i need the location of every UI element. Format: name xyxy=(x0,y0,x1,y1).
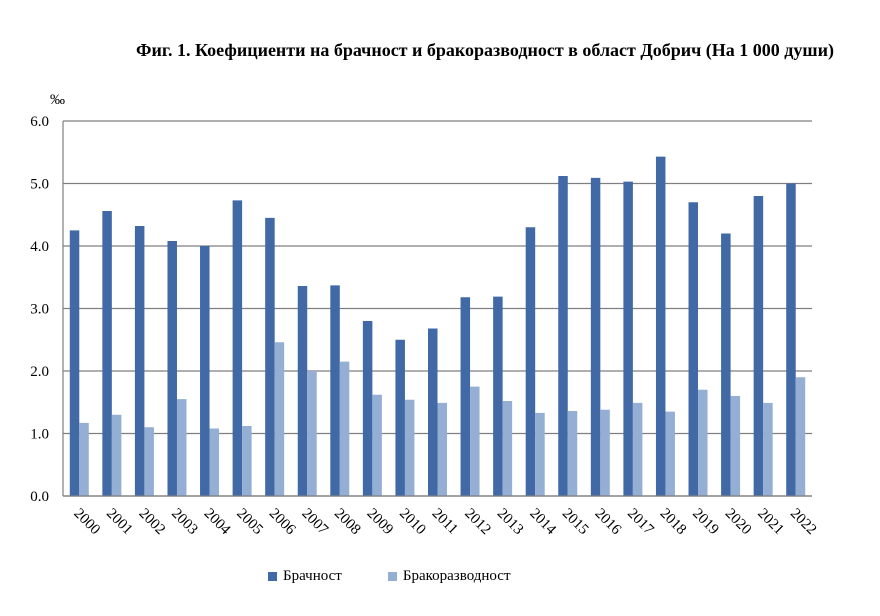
bar-marriage-2018 xyxy=(655,156,666,496)
bars xyxy=(69,156,806,496)
x-tick-label: 2013 xyxy=(494,506,527,539)
bar-marriage-2011 xyxy=(428,328,438,496)
y-tick-label: 4.0 xyxy=(30,239,49,255)
bar-divorce-2012 xyxy=(470,386,480,496)
bar-divorce-2019 xyxy=(698,389,708,496)
bar-marriage-2007 xyxy=(297,286,308,496)
bar-marriage-2019 xyxy=(688,202,699,496)
bar-divorce-2000 xyxy=(79,422,89,496)
bar-marriage-2005 xyxy=(232,200,243,496)
legend-swatch-marriage xyxy=(268,572,277,581)
x-tick-label: 2003 xyxy=(168,506,201,539)
bar-divorce-2004 xyxy=(209,428,220,496)
axes xyxy=(62,121,812,497)
bar-divorce-2001 xyxy=(111,414,122,496)
x-tick-label: 2002 xyxy=(136,506,169,539)
unit-label: ‰ xyxy=(50,92,65,108)
x-tick-label: 2015 xyxy=(559,506,592,539)
bar-marriage-2000 xyxy=(69,230,80,496)
x-tick-label: 2010 xyxy=(396,506,429,539)
legend-item-marriage: Брачност xyxy=(268,568,342,585)
bar-marriage-2020 xyxy=(721,233,731,496)
bar-divorce-2014 xyxy=(535,412,545,496)
legend-label-marriage: Брачност xyxy=(283,568,342,584)
x-tick-label: 2006 xyxy=(266,506,299,539)
x-tick-label: 2005 xyxy=(233,506,266,539)
bar-divorce-2021 xyxy=(763,402,773,496)
bar-marriage-2015 xyxy=(558,176,568,496)
bar-marriage-2012 xyxy=(460,297,471,496)
bar-divorce-2010 xyxy=(404,399,415,496)
y-tick-labels: 0.0 1.0 2.0 3.0 4.0 5.0 6.0 xyxy=(30,114,49,505)
y-tick-label: 0.0 xyxy=(30,489,49,505)
chart-title: Фиг. 1. Коефициенти на брачност и бракор… xyxy=(136,40,834,60)
bar-marriage-2002 xyxy=(134,226,145,496)
bar-divorce-2003 xyxy=(176,399,187,496)
x-tick-labels: 2000 2001 2002 2003 2004 2005 2006 2007 2008 2009… xyxy=(70,506,819,539)
y-tick-label: 3.0 xyxy=(30,302,49,318)
bar-marriage-2003 xyxy=(167,241,177,496)
bar-divorce-2007 xyxy=(307,371,317,496)
x-tick-label: 2019 xyxy=(689,506,722,539)
x-tick-label: 2007 xyxy=(298,506,331,539)
x-tick-label: 2008 xyxy=(331,506,364,539)
bar-divorce-2011 xyxy=(437,402,447,496)
x-tick-label: 2020 xyxy=(722,506,755,539)
y-tick-label: 1.0 xyxy=(30,427,49,443)
bar-divorce-2015 xyxy=(567,411,578,496)
bar-divorce-2008 xyxy=(339,361,350,496)
bar-divorce-2006 xyxy=(274,342,285,496)
bar-marriage-2010 xyxy=(395,339,405,496)
bar-marriage-2016 xyxy=(590,177,601,496)
bar-divorce-2016 xyxy=(600,409,610,496)
bar-marriage-2014 xyxy=(525,227,536,496)
x-tick-label: 2001 xyxy=(103,506,136,539)
y-tick-label: 2.0 xyxy=(30,364,49,380)
bar-marriage-2013 xyxy=(493,296,503,496)
x-tick-label: 2004 xyxy=(201,506,234,539)
bar-divorce-2013 xyxy=(502,401,513,496)
bar-marriage-2021 xyxy=(753,196,764,496)
x-tick-label: 2011 xyxy=(429,506,461,538)
bar-marriage-2017 xyxy=(623,181,633,496)
bar-marriage-2004 xyxy=(200,246,210,496)
bar-divorce-2017 xyxy=(632,402,643,496)
bar-divorce-2009 xyxy=(372,394,382,496)
y-tick-label: 5.0 xyxy=(30,177,49,193)
x-tick-label: 2017 xyxy=(624,506,657,539)
bar-marriage-2001 xyxy=(102,211,112,496)
x-tick-label: 2021 xyxy=(754,506,787,539)
x-tick-label: 2016 xyxy=(591,506,624,539)
x-tick-label: 2000 xyxy=(70,506,103,539)
bar-marriage-2009 xyxy=(362,321,373,496)
bar-divorce-2018 xyxy=(665,411,675,496)
x-tick-label: 2022 xyxy=(787,506,820,539)
bar-divorce-2022 xyxy=(795,377,806,496)
x-tick-label: 2009 xyxy=(364,506,397,539)
bar-marriage-2006 xyxy=(265,217,275,496)
bar-divorce-2020 xyxy=(730,396,741,496)
legend-label-divorce: Бракоразводност xyxy=(402,568,511,584)
x-tick-label: 2012 xyxy=(461,506,494,539)
bar-divorce-2005 xyxy=(242,426,252,496)
y-tick-label: 6.0 xyxy=(30,114,49,130)
x-tick-label: 2018 xyxy=(657,506,690,539)
legend-item-divorce: Бракоразводност xyxy=(387,568,511,585)
legend: Брачност Бракоразводност xyxy=(268,568,511,585)
legend-swatch-divorce xyxy=(387,572,397,581)
bar-marriage-2008 xyxy=(330,285,340,496)
x-tick-label: 2014 xyxy=(526,506,559,539)
bar-marriage-2022 xyxy=(786,183,796,496)
bar-divorce-2002 xyxy=(144,427,154,496)
